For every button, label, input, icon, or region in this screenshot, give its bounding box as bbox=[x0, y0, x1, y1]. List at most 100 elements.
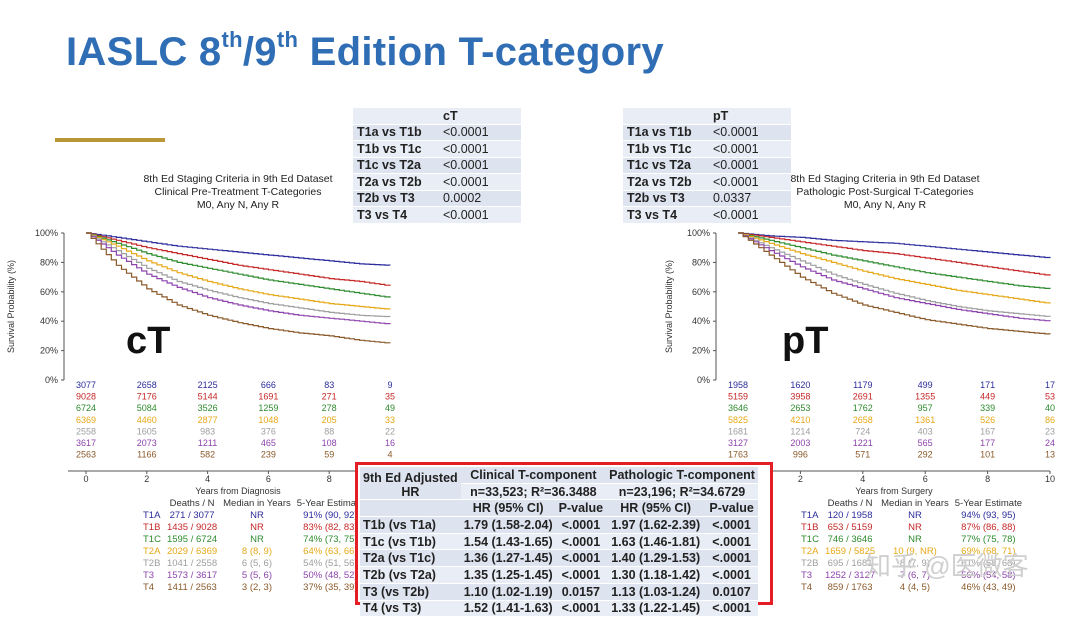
km-curve-t3 bbox=[86, 232, 391, 325]
pvalue-value: 0.0337 bbox=[709, 190, 791, 207]
at-risk-count: 4460 bbox=[137, 415, 157, 425]
hr-cell: 1.40 (1.29-1.53) bbox=[606, 549, 706, 568]
ct-chart-title: 8th Ed Staging Criteria in 9th Ed Datase… bbox=[143, 173, 333, 211]
pvalue-comparison: T1a vs T1b bbox=[623, 124, 709, 141]
hr-cell: <.0001 bbox=[705, 549, 758, 568]
at-risk-count: 2558 bbox=[76, 426, 96, 436]
at-risk-count: 4210 bbox=[790, 415, 810, 425]
legend-series-name: T1A bbox=[801, 509, 819, 521]
x-tick-label: 8 bbox=[985, 474, 990, 484]
km-curve-t1a bbox=[738, 232, 1051, 259]
km-curve-t2b bbox=[86, 232, 391, 318]
pvalue-row: T1b vs T1c <0.0001 bbox=[623, 140, 791, 158]
legend-value: 69% (68, 71) bbox=[961, 545, 1016, 557]
legend-value: 91% (90, 92) bbox=[303, 509, 358, 521]
legend-value: 54% (51, 56) bbox=[303, 557, 358, 569]
at-risk-count: 83 bbox=[324, 380, 334, 390]
y-tick-label: 20% bbox=[692, 346, 710, 356]
hr-row-label: T3 (vs T2b) bbox=[360, 583, 461, 601]
at-risk-count: 86 bbox=[1045, 415, 1055, 425]
ct-pvalue-table: cT T1a vs T1b <0.0001 T1b vs T1c <0.0001 T1c … bbox=[353, 108, 521, 224]
x-axis-label: Years from Diagnosis bbox=[195, 486, 281, 496]
at-risk-count: 957 bbox=[918, 403, 933, 413]
legend-value: 64% (63, 66) bbox=[303, 545, 358, 557]
at-risk-count: 1681 bbox=[728, 426, 748, 436]
at-risk-count: 465 bbox=[261, 438, 276, 448]
accent-line bbox=[55, 138, 165, 142]
hr-cell: 1.52 (1.41-1.63) bbox=[460, 600, 556, 617]
legend-series-name: T1C bbox=[801, 533, 819, 545]
at-risk-count: 983 bbox=[200, 426, 215, 436]
legend-value: 77% (75, 78) bbox=[961, 533, 1016, 545]
at-risk-count: 1620 bbox=[790, 380, 810, 390]
hr-header-row: 9th Ed Adjusted HR Clinical T-component P… bbox=[360, 467, 758, 501]
y-tick-label: 60% bbox=[692, 287, 710, 297]
at-risk-count: 2003 bbox=[790, 438, 810, 448]
pvalue-comparison: T2b vs T3 bbox=[353, 190, 439, 207]
y-tick-label: 60% bbox=[40, 287, 58, 297]
legend-value: NR bbox=[250, 509, 264, 521]
legend-value: 746 / 3646 bbox=[827, 533, 873, 545]
hr-table: 9th Ed Adjusted HR Clinical T-component P… bbox=[360, 467, 758, 617]
hr-cell: 1.54 (1.43-1.65) bbox=[460, 533, 556, 551]
legend-value: NR bbox=[250, 533, 264, 545]
legend-value: 8 (7, 9) bbox=[899, 557, 930, 569]
pvalue-value: <0.0001 bbox=[709, 124, 791, 141]
hr-cell: 0.0107 bbox=[705, 583, 758, 601]
at-risk-count: 13 bbox=[1045, 450, 1055, 460]
legend-value: 7 (6, 7) bbox=[899, 569, 930, 581]
pvalue-comparison: T3 vs T4 bbox=[623, 206, 709, 224]
hr-head-pathologic-n: n=23,196; R²=34.6729 bbox=[606, 483, 758, 501]
legend-value: 120 / 1958 bbox=[827, 509, 873, 521]
legend-header-cell: Deaths / N bbox=[169, 498, 215, 509]
at-risk-count: 3127 bbox=[728, 438, 748, 448]
at-risk-count: 1691 bbox=[258, 392, 278, 402]
legend-value: 4 (4, 5) bbox=[899, 581, 930, 593]
legend-header-blank bbox=[798, 497, 822, 509]
legend-header-cell: Median in Years bbox=[881, 498, 949, 509]
hr-cell: 1.35 (1.25-1.45) bbox=[460, 566, 556, 584]
pvalue-header-blank bbox=[623, 108, 709, 125]
x-tick-label: 8 bbox=[327, 474, 332, 484]
hr-row-label: T1b (vs T1a) bbox=[360, 516, 461, 534]
y-tick-label: 40% bbox=[692, 316, 710, 326]
hr-cell: <.0001 bbox=[555, 549, 607, 568]
legend-value: 695 / 1681 bbox=[827, 557, 873, 569]
legend-row: T2B 1041 / 2558 6 (5, 6) 54% (51, 56) bbox=[140, 557, 367, 569]
legend-header: Deaths / N Median in Years 5-Year Estimate bbox=[140, 497, 367, 509]
pvalue-row: T2a vs T2b <0.0001 bbox=[623, 173, 791, 191]
hr-cell: <.0001 bbox=[555, 600, 607, 617]
at-risk-count: 7176 bbox=[137, 392, 157, 402]
hr-subhead-cell: P-value bbox=[705, 499, 758, 518]
hr-head-clinical: Clinical T-component bbox=[460, 467, 607, 484]
legend-value: 56% (54, 58) bbox=[961, 569, 1016, 581]
legend-header: Deaths / N Median in Years 5-Year Estimate bbox=[798, 497, 1025, 509]
hr-cell: <.0001 bbox=[555, 566, 607, 584]
legend-header-cell: 5-Year Estimate bbox=[954, 498, 1022, 509]
at-risk-count: 1259 bbox=[258, 403, 278, 413]
at-risk-count: 2658 bbox=[853, 415, 873, 425]
pvalue-row: T1c vs T2a <0.0001 bbox=[353, 157, 521, 174]
hr-subhead-cell: HR (95% CI) bbox=[460, 499, 556, 518]
legend-value: 1041 / 2558 bbox=[166, 557, 218, 569]
km-curve-t2a bbox=[86, 232, 391, 310]
pvalue-header-blank bbox=[353, 108, 439, 125]
pvalue-value: <0.0001 bbox=[709, 206, 791, 224]
pvalue-value: <0.0001 bbox=[709, 173, 791, 191]
at-risk-count: 6724 bbox=[76, 403, 96, 413]
pvalue-comparison: T1c vs T2a bbox=[353, 157, 439, 174]
legend-row: T2A 1659 / 5825 10 (9, NR) 69% (68, 71) bbox=[798, 545, 1025, 557]
at-risk-count: 101 bbox=[980, 450, 995, 460]
slide-title: IASLC 8th/9th Edition T-category bbox=[66, 26, 664, 74]
pvalue-comparison: T2b vs T3 bbox=[623, 190, 709, 207]
at-risk-count: 1179 bbox=[853, 380, 872, 390]
hr-subheader-row: HR (95% CI) P-value HR (95% CI) P-value bbox=[360, 499, 758, 518]
hr-subhead-cell: P-value bbox=[555, 499, 607, 518]
hr-cell: 1.36 (1.27-1.45) bbox=[460, 549, 556, 568]
legend-value: 1573 / 3617 bbox=[166, 569, 218, 581]
legend-row: T3 1252 / 3127 7 (6, 7) 56% (54, 58) bbox=[798, 569, 1025, 581]
pvalue-row: T1a vs T1b <0.0001 bbox=[353, 124, 521, 141]
hr-head-clinical-n: n=33,523; R²=36.3488 bbox=[460, 483, 607, 501]
hr-row: T1b (vs T1a) 1.79 (1.58-2.04) <.0001 1.97 (… bbox=[360, 516, 758, 534]
